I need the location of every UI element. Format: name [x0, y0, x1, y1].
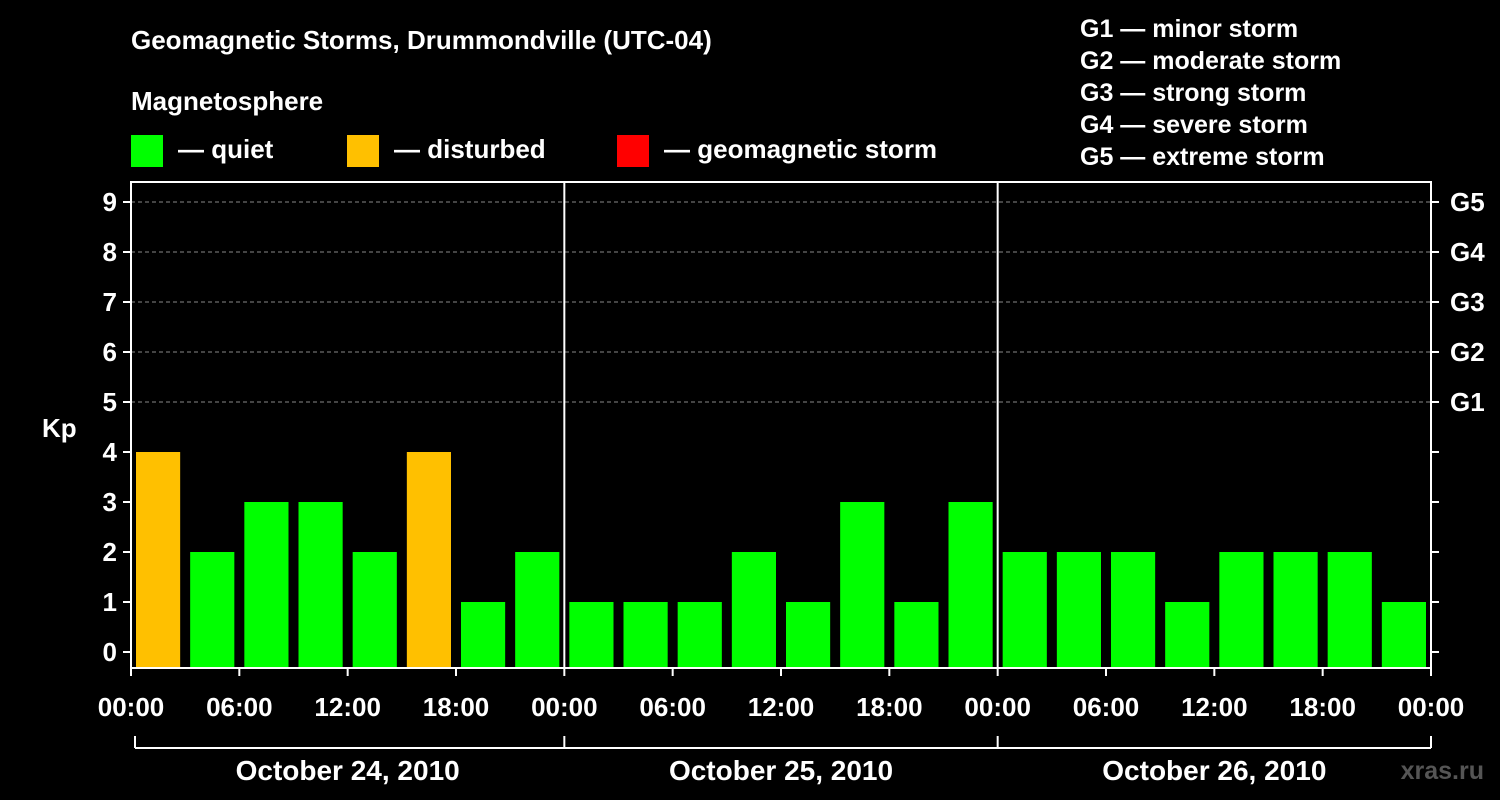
- x-tick-label: 18:00: [423, 692, 490, 722]
- y-tick-label: 8: [103, 237, 117, 267]
- chart-title: Geomagnetic Storms, Drummondville (UTC-0…: [131, 25, 712, 55]
- y-axis-label: Kp: [42, 413, 77, 443]
- bar: [461, 602, 506, 668]
- bar: [352, 552, 397, 668]
- x-tick-label: 00:00: [531, 692, 598, 722]
- x-tick-label: 18:00: [856, 692, 923, 722]
- y-tick-label: 1: [103, 587, 117, 617]
- g-scale-label: G4: [1450, 237, 1485, 267]
- bar: [1273, 552, 1318, 668]
- bar: [136, 452, 181, 668]
- bar: [677, 602, 722, 668]
- legend-swatch-disturbed: [347, 135, 379, 167]
- bar: [1165, 602, 1210, 668]
- storm-scale-g4: G4 — severe storm: [1080, 111, 1308, 139]
- x-tick-label: 12:00: [314, 692, 381, 722]
- x-tick-label: 06:00: [639, 692, 706, 722]
- bar: [894, 602, 939, 668]
- g-scale-label: G3: [1450, 287, 1485, 317]
- legend-swatch-storm: [617, 135, 649, 167]
- y-tick-label: 9: [103, 187, 117, 217]
- y-tick-label: 7: [103, 287, 117, 317]
- x-tick-label: 00:00: [1398, 692, 1465, 722]
- legend-label-disturbed: — disturbed: [394, 134, 546, 164]
- x-tick-label: 12:00: [1181, 692, 1248, 722]
- bar: [244, 502, 289, 668]
- storm-scale-g5: G5 — extreme storm: [1080, 143, 1325, 171]
- bar: [1056, 552, 1101, 668]
- bar: [515, 552, 560, 668]
- bar: [1219, 552, 1264, 668]
- bar: [840, 502, 885, 668]
- g-scale-label: G1: [1450, 387, 1485, 417]
- y-tick-label: 3: [103, 487, 117, 517]
- storm-scale-g1: G1 — minor storm: [1080, 15, 1299, 43]
- bar: [190, 552, 235, 668]
- x-tick-label: 00:00: [98, 692, 165, 722]
- y-tick-label: 6: [103, 337, 117, 367]
- y-tick-label: 4: [103, 437, 118, 467]
- bar: [1327, 552, 1372, 668]
- legend-label-storm: — geomagnetic storm: [664, 134, 938, 164]
- g-scale-label: G5: [1450, 187, 1485, 217]
- bar: [786, 602, 831, 668]
- bar: [298, 502, 343, 668]
- y-tick-label: 0: [103, 637, 117, 667]
- g-scale-label: G2: [1450, 337, 1485, 367]
- bar: [623, 602, 668, 668]
- y-tick-label: 2: [103, 537, 117, 567]
- x-tick-label: 18:00: [1289, 692, 1356, 722]
- legend-heading: Magnetosphere: [131, 86, 324, 116]
- day-label: October 26, 2010: [1102, 755, 1326, 786]
- y-tick-label: 5: [103, 387, 117, 417]
- bar: [1381, 602, 1426, 668]
- legend-swatch-quiet: [131, 135, 163, 167]
- storm-scale-g2: G2 — moderate storm: [1080, 47, 1342, 75]
- watermark: xras.ru: [1400, 757, 1484, 785]
- x-tick-label: 00:00: [964, 692, 1031, 722]
- bar: [406, 452, 451, 668]
- day-label: October 25, 2010: [669, 755, 893, 786]
- bar: [569, 602, 614, 668]
- day-label: October 24, 2010: [236, 755, 460, 786]
- x-tick-label: 06:00: [206, 692, 273, 722]
- legend-label-quiet: — quiet: [178, 134, 274, 164]
- bar: [1002, 552, 1047, 668]
- x-tick-label: 12:00: [748, 692, 815, 722]
- bar: [948, 502, 993, 668]
- storm-scale-g3: G3 — strong storm: [1080, 79, 1307, 107]
- x-tick-label: 06:00: [1073, 692, 1140, 722]
- bar: [1111, 552, 1156, 668]
- bar: [731, 552, 776, 668]
